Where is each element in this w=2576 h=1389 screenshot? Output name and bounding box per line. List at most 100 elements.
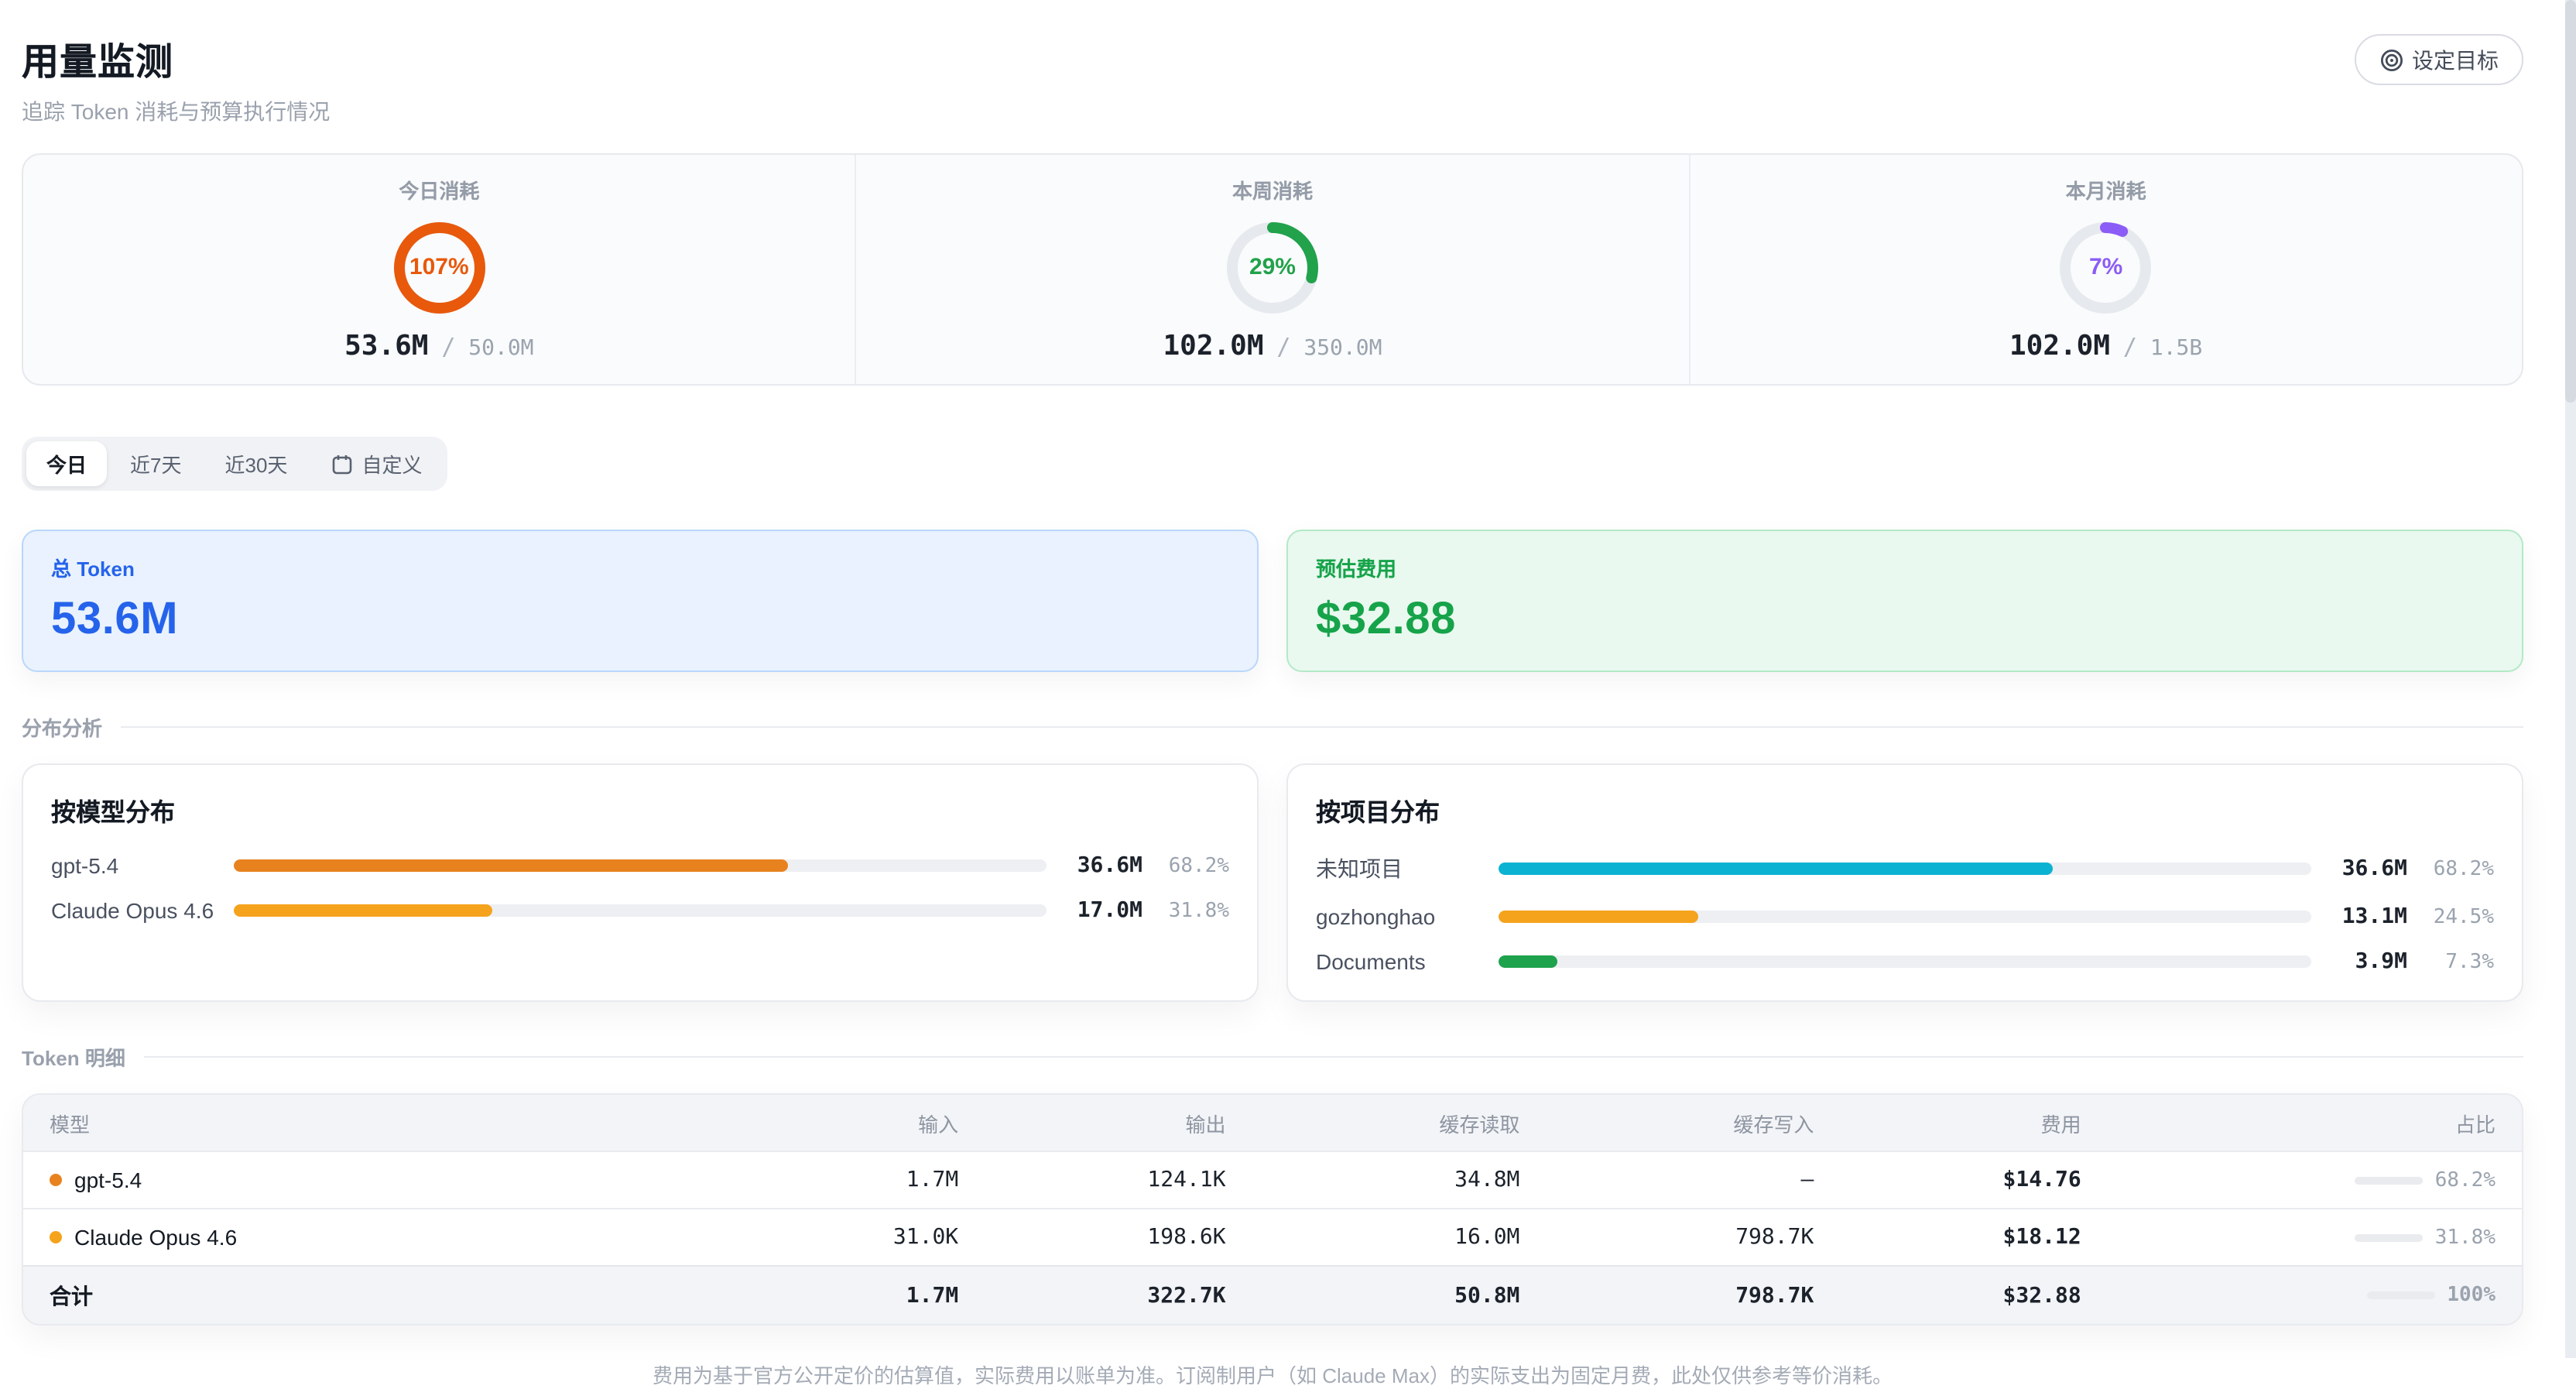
model-pct: 68.2% [1168, 854, 1229, 877]
set-goal-label: 设定目标 [2412, 47, 2499, 72]
share-cell: 100% [2081, 1284, 2496, 1307]
project-dist-row: gozhonghao 13.1M 24.5% [1316, 904, 2494, 929]
tab-today[interactable]: 今日 [26, 441, 108, 486]
donut-gauge: 107% [391, 219, 487, 315]
total-token-value: 53.6M [51, 595, 179, 644]
model-name: gpt-5.4 [74, 1168, 142, 1192]
token-detail-table: 模型 输入 输出 缓存读取 缓存写入 费用 占比 gpt-5.4 1.7M 12… [22, 1093, 2523, 1326]
output-value: 198.6K [1147, 1225, 1226, 1250]
col-header-model: 模型 [50, 1113, 91, 1136]
share-percent: 68.2% [2434, 1168, 2496, 1192]
table-row: gpt-5.4 1.7M 124.1K 34.8M – $14.76 68.2% [23, 1151, 2522, 1208]
cache-write-value: 798.7K [1735, 1225, 1814, 1250]
table-header-row: 模型 输入 输出 缓存读取 缓存写入 费用 占比 [23, 1095, 2522, 1151]
bar-track [234, 904, 1046, 917]
gauge-month: 本月消耗 7% 102.0M / 1.5B [1688, 155, 2522, 384]
gauge-label: 本周消耗 [1231, 180, 1313, 203]
estimated-cost-card: 预估费用 $32.88 [1286, 530, 2523, 672]
total-input: 1.7M [906, 1283, 959, 1308]
bar-track [1499, 911, 2311, 923]
gauge-used: 102.0M [2009, 330, 2111, 362]
distribution-cards: 按模型分布 gpt-5.4 36.6M 68.2% Claude Opus 4.… [22, 763, 2523, 1002]
project-dist-row: Documents 3.9M 7.3% [1316, 949, 2494, 974]
gauge-used: 53.6M [344, 330, 429, 362]
gauge-separator: / [1276, 333, 1291, 361]
by-model-card: 按模型分布 gpt-5.4 36.6M 68.2% Claude Opus 4.… [22, 763, 1259, 1002]
distribution-section-label: 分布分析 [22, 717, 103, 740]
model-value: 36.6M [1077, 853, 1142, 878]
project-value: 36.6M [2341, 856, 2407, 881]
output-value: 124.1K [1147, 1168, 1226, 1192]
bar-fill [1499, 955, 1558, 968]
date-range-tabs: 今日 近7天 近30天 自定义 [22, 437, 447, 491]
page-title: 用量监测 [22, 42, 173, 84]
total-token-label: 总 Token [51, 557, 135, 581]
token-detail-section-header: Token 明细 [22, 1042, 2523, 1072]
model-color-dot [50, 1231, 62, 1243]
bar-track [1499, 863, 2311, 875]
section-divider [121, 726, 2523, 728]
project-pct: 24.5% [2433, 905, 2494, 928]
table-total-row: 合计 1.7M 322.7K 50.8M 798.7K $32.88 100% [23, 1265, 2522, 1324]
model-name: gpt-5.4 [51, 853, 119, 878]
gauge-limit: 1.5B [2150, 336, 2203, 361]
by-project-card: 按项目分布 未知项目 36.6M 68.2% gozhonghao 13.1M … [1286, 763, 2523, 1002]
share-percent: 100% [2447, 1284, 2496, 1307]
set-goal-button[interactable]: 设定目标 [2355, 34, 2523, 85]
page-subtitle: 追踪 Token 消耗与预算执行情况 [22, 99, 331, 124]
by-model-title: 按模型分布 [51, 801, 176, 827]
tab-7days[interactable]: 近7天 [130, 454, 182, 477]
gauge-used: 102.0M [1163, 330, 1264, 362]
gauge-today: 今日消耗 107% 53.6M / 50.0M [23, 155, 855, 384]
cache-read-value: 16.0M [1454, 1225, 1520, 1250]
share-cell: 31.8% [2081, 1226, 2496, 1249]
project-name: gozhonghao [1316, 904, 1436, 929]
page-header: 用量监测 追踪 Token 消耗与预算执行情况 设定目标 [22, 31, 2523, 127]
share-minibar [2366, 1291, 2435, 1299]
total-cache-read: 50.8M [1454, 1283, 1520, 1308]
table-row: Claude Opus 4.6 31.0K 198.6K 16.0M 798.7… [23, 1208, 2522, 1265]
scrollbar-thumb[interactable] [2565, 0, 2576, 403]
section-divider [143, 1056, 2523, 1058]
col-header-output: 输出 [1185, 1113, 1226, 1136]
project-value: 13.1M [2341, 904, 2407, 929]
project-name: 未知项目 [1316, 856, 1403, 881]
tab-30days[interactable]: 近30天 [224, 454, 288, 477]
model-color-dot [50, 1174, 62, 1186]
pricing-disclaimer: 费用为基于官方公开定价的估算值，实际费用以账单为准。订阅制用户（如 Claude… [653, 1364, 1893, 1387]
calendar-icon [331, 453, 352, 475]
gauge-percent: 7% [2088, 254, 2123, 280]
model-dist-row: gpt-5.4 36.6M 68.2% [51, 853, 1229, 878]
gauge-percent: 29% [1249, 254, 1296, 280]
bar-track [1499, 955, 2311, 968]
share-cell: 68.2% [2081, 1168, 2496, 1192]
bar-fill [1499, 863, 2054, 875]
share-percent: 31.8% [2434, 1226, 2496, 1249]
donut-gauge: 29% [1225, 219, 1321, 315]
summary-cards: 总 Token 53.6M 预估费用 $32.88 [22, 530, 2523, 672]
gauge-separator: / [2122, 333, 2137, 361]
estimated-cost-value: $32.88 [1316, 595, 1456, 644]
total-cost: $32.88 [2002, 1283, 2081, 1308]
gauge-value: 102.0M / 1.5B [2009, 330, 2202, 362]
cost-value: $14.76 [2002, 1168, 2081, 1192]
budget-gauges-card: 今日消耗 107% 53.6M / 50.0M 本周消耗 [22, 153, 2523, 386]
project-name: Documents [1316, 949, 1426, 974]
tab-custom-label: 自定义 [361, 454, 423, 477]
token-detail-section-label: Token 明细 [22, 1047, 125, 1070]
col-header-input: 输入 [918, 1113, 959, 1136]
by-project-title: 按项目分布 [1316, 801, 1440, 827]
model-name: Claude Opus 4.6 [74, 1225, 238, 1250]
scrollbar[interactable] [2565, 0, 2576, 1358]
total-cache-write: 798.7K [1735, 1283, 1814, 1308]
model-dist-row: Claude Opus 4.6 17.0M 31.8% [51, 898, 1229, 923]
gauge-value: 53.6M / 50.0M [344, 330, 534, 362]
tab-custom[interactable]: 自定义 [310, 441, 442, 486]
project-dist-row: 未知项目 36.6M 68.2% [1316, 853, 2494, 884]
gauge-limit: 350.0M [1303, 336, 1382, 361]
cache-write-value: – [1800, 1168, 1814, 1192]
project-value: 3.9M [2355, 949, 2407, 974]
donut-gauge: 7% [2058, 219, 2154, 315]
col-header-share: 占比 [2454, 1113, 2496, 1136]
input-value: 31.0K [892, 1225, 959, 1250]
